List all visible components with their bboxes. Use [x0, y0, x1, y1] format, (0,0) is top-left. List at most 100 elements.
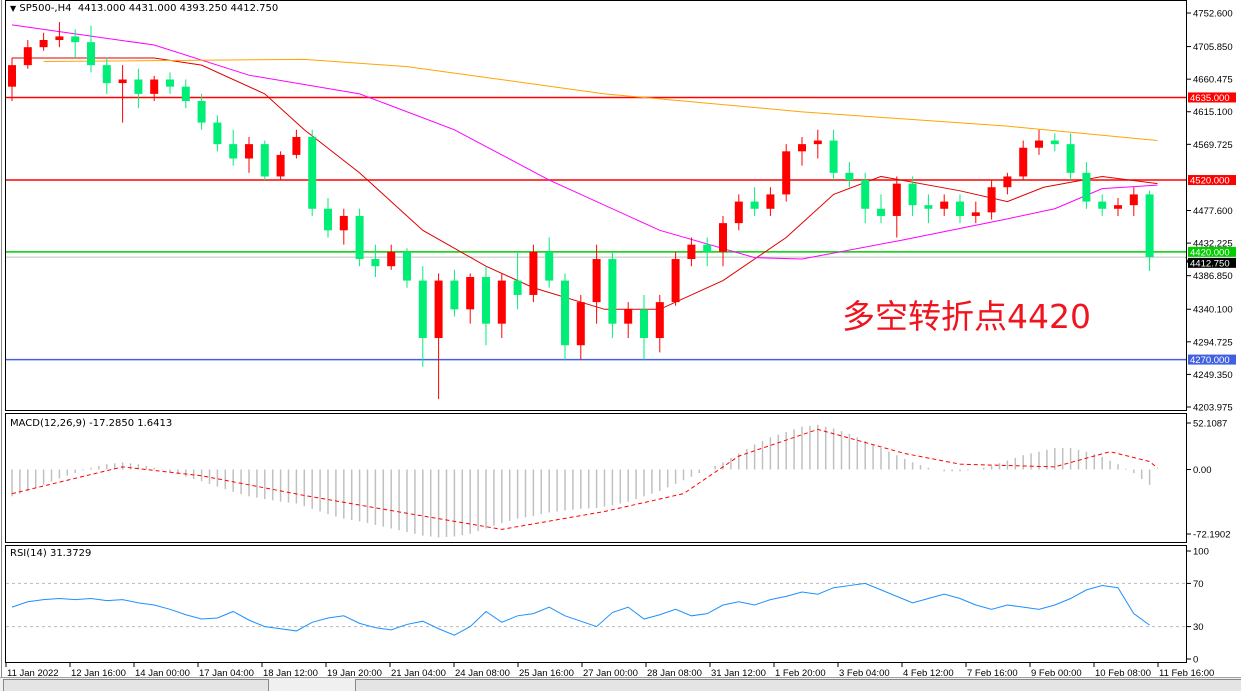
candle-body	[339, 215, 348, 231]
candle-body	[592, 259, 601, 303]
candle-body	[861, 180, 870, 209]
candle	[482, 266, 490, 346]
price-tick-label: 4432.225	[1193, 239, 1233, 250]
level-label: 4635.000	[1190, 93, 1230, 104]
candle-body	[750, 201, 759, 209]
candle-body	[181, 86, 190, 102]
candle	[497, 273, 506, 339]
candle	[434, 273, 443, 400]
annotation-text: 多空转折点4420	[842, 297, 1091, 336]
candle	[640, 294, 648, 360]
macd-panel: 52.1087 0.00 -72.1902	[11, 419, 1231, 541]
time-tick-label: 31 Jan 12:00	[711, 668, 766, 679]
candle-body	[324, 208, 332, 231]
candle	[845, 162, 854, 188]
candle	[892, 176, 901, 238]
candle	[671, 251, 680, 306]
candle	[39, 32, 48, 51]
price-tick-label: 4615.100	[1193, 107, 1233, 118]
candle-body	[8, 65, 16, 87]
chart-tab[interactable]	[355, 679, 1241, 691]
candle	[1145, 190, 1154, 272]
candle-body	[940, 201, 949, 209]
price-axis: 4752.600 4705.850 4660.475 4615.100 4569.725…	[1185, 9, 1236, 414]
price-tick-label: 4752.600	[1193, 9, 1233, 20]
candle-body	[102, 65, 111, 84]
candle	[166, 72, 174, 94]
level-tag	[1188, 92, 1236, 103]
candle	[418, 266, 427, 367]
candle-body	[529, 251, 538, 295]
candle-body	[434, 280, 443, 339]
candle-body	[166, 79, 174, 87]
candle	[513, 251, 522, 310]
candle	[1129, 187, 1138, 216]
level-tag	[1188, 175, 1236, 186]
candle-body	[971, 212, 980, 216]
current-price-tag	[1188, 257, 1236, 268]
candle-body	[134, 79, 143, 94]
candle	[1003, 172, 1012, 195]
candle-body	[640, 309, 648, 339]
candle-body	[387, 251, 396, 267]
time-tick-label: 19 Jan 20:00	[327, 668, 382, 679]
candle-body	[482, 276, 490, 324]
candle-body	[23, 47, 32, 66]
candle	[450, 269, 459, 317]
candle-body	[719, 223, 727, 252]
macd-title: MACD(12,26,9) -17.2850 1.6413	[10, 418, 173, 429]
candle	[118, 65, 127, 123]
macd-signal-line	[11, 428, 1158, 530]
rsi-title: RSI(14) 31.3729	[10, 548, 92, 559]
rsi-tick-label: 0	[1193, 655, 1198, 666]
candle	[23, 40, 32, 69]
candle	[971, 201, 980, 224]
candle-body	[1082, 172, 1091, 202]
chart-tab[interactable]	[3, 679, 269, 691]
candle	[798, 136, 806, 166]
candle-body	[71, 36, 80, 43]
candle-body	[545, 251, 554, 281]
candle	[308, 129, 317, 216]
candle-body	[766, 194, 775, 209]
price-tick-label: 4386.850	[1193, 271, 1233, 282]
time-tick-label: 4 Feb 12:00	[903, 668, 954, 679]
candle-body	[213, 122, 222, 145]
candle	[1082, 162, 1091, 209]
candle-body	[450, 280, 459, 310]
level-label: 4520.000	[1190, 176, 1230, 187]
time-tick-label: 11 Jan 2022	[7, 668, 59, 679]
candle-body	[1114, 205, 1122, 209]
candle-body	[1019, 147, 1028, 177]
level-tag	[1188, 246, 1236, 257]
candle	[102, 57, 111, 94]
time-tick-label: 28 Jan 08:00	[647, 668, 702, 679]
candle	[213, 115, 222, 152]
candle	[940, 194, 949, 216]
candle-body	[497, 280, 506, 324]
candle	[766, 187, 775, 216]
candle-body	[1003, 176, 1012, 188]
candle	[545, 237, 554, 288]
candle	[1019, 140, 1028, 181]
candle-body	[1129, 194, 1138, 206]
candle-body	[513, 280, 522, 295]
time-tick-label: 7 Feb 16:00	[967, 668, 1018, 679]
candle-body	[987, 187, 996, 213]
candle	[403, 248, 411, 288]
candle-body	[197, 101, 206, 123]
triangle-down-icon[interactable]: ▼	[10, 4, 17, 13]
candle	[197, 93, 206, 130]
price-tick-label: 4705.850	[1193, 42, 1233, 53]
price-tick-label: 4660.475	[1193, 75, 1233, 86]
candle-body	[418, 280, 427, 339]
candle	[181, 79, 190, 109]
rsi-panel: 100 70 30 0	[6, 547, 1209, 666]
panel-frames	[1, 0, 1187, 677]
candle-body	[1066, 144, 1075, 173]
time-tick-label: 10 Feb 08:00	[1095, 668, 1151, 679]
price-tick-label: 4203.975	[1193, 403, 1233, 414]
candle-body	[1098, 201, 1107, 209]
candle	[655, 294, 664, 353]
